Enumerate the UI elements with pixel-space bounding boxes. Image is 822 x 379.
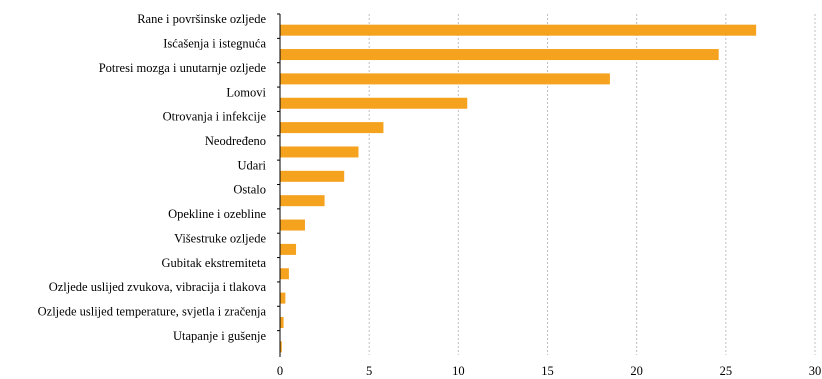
bar-12	[280, 316, 284, 328]
x-tick-label-15: 15	[541, 364, 554, 378]
grid-lines	[368, 14, 816, 355]
bar-1	[280, 49, 719, 61]
x-tick-label-5: 5	[366, 364, 372, 378]
bar-6	[280, 170, 345, 182]
x-tick-label-25: 25	[720, 364, 733, 378]
category-label-7: Ostalo	[233, 183, 266, 197]
bar-5	[280, 146, 359, 158]
bar-11	[280, 292, 286, 304]
bar-9	[280, 243, 297, 255]
category-label-5: Neodređeno	[205, 134, 266, 148]
tick-labels: 0 5 10 15 20 25 30	[277, 364, 821, 378]
category-label-8: Opekline i ozebline	[168, 207, 266, 221]
bar-7	[280, 195, 325, 207]
category-labels: Rane i površinske ozljede Isćašenja i ist…	[38, 12, 267, 343]
category-label-2: Potresi mozga i unutarnje ozljede	[99, 61, 267, 75]
category-label-10: Gubitak ekstremiteta	[162, 256, 267, 270]
bar-10	[280, 268, 289, 280]
category-label-6: Udari	[238, 158, 267, 172]
bar-13	[280, 341, 282, 353]
category-label-1: Isćašenja i istegnuća	[163, 37, 266, 51]
bar-2	[280, 73, 610, 85]
x-tick-label-10: 10	[452, 364, 465, 378]
category-label-9: Višestruke ozljede	[174, 231, 266, 245]
bar-0	[280, 24, 757, 36]
category-label-13: Utapanje i gušenje	[173, 329, 266, 343]
bars	[280, 24, 757, 353]
x-tick-label-20: 20	[630, 364, 643, 378]
bar-8	[280, 219, 305, 231]
x-tick-label-0: 0	[277, 364, 283, 378]
bar-3	[280, 97, 468, 109]
x-tick-label-30: 30	[809, 364, 822, 378]
category-label-11: Ozljede uslijed zvukova, vibracija i tla…	[49, 280, 267, 294]
category-label-0: Rane i površinske ozljede	[137, 12, 266, 26]
category-label-3: Lomovi	[226, 85, 266, 99]
axes	[277, 13, 281, 357]
category-label-12: Ozljede uslijed temperature, svjetla i z…	[38, 304, 267, 318]
category-label-4: Otrovanja i infekcije	[163, 110, 267, 124]
bar-4	[280, 122, 384, 134]
